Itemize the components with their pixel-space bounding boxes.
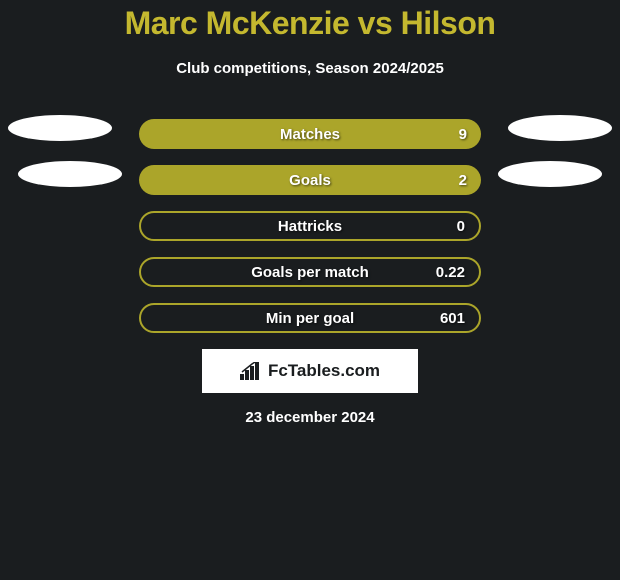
stat-label: Min per goal: [266, 310, 354, 327]
bar-chart-icon: [240, 362, 262, 380]
stat-bar-goals: Goals 2: [139, 165, 481, 195]
stat-bar-goals-per-match: Goals per match 0.22: [139, 257, 481, 287]
stat-label: Matches: [280, 126, 340, 143]
stat-bars: Matches 9 Goals 2 Hattricks 0 Goals per …: [139, 119, 481, 333]
comparison-card: Marc McKenzie vs Hilson Club competition…: [0, 0, 620, 426]
stat-bar-matches: Matches 9: [139, 119, 481, 149]
player-left-avatar-2: [18, 161, 122, 187]
stat-label: Hattricks: [278, 218, 342, 235]
stat-label: Goals: [289, 172, 331, 189]
stat-value: 9: [459, 126, 467, 143]
comparison-subtitle: Club competitions, Season 2024/2025: [0, 60, 620, 77]
stat-value: 0: [457, 218, 465, 235]
comparison-title: Marc McKenzie vs Hilson: [0, 5, 620, 42]
stat-bar-hattricks: Hattricks 0: [139, 211, 481, 241]
logo-box: FcTables.com: [202, 349, 418, 393]
player-right-avatar-1: [508, 115, 612, 141]
stat-bar-min-per-goal: Min per goal 601: [139, 303, 481, 333]
stat-value: 601: [440, 310, 465, 327]
date-text: 23 december 2024: [10, 409, 610, 426]
chart-area: Matches 9 Goals 2 Hattricks 0 Goals per …: [0, 119, 620, 426]
stat-label: Goals per match: [251, 264, 369, 281]
logo-text: FcTables.com: [268, 361, 380, 381]
player-left-avatar-1: [8, 115, 112, 141]
stat-value: 0.22: [436, 264, 465, 281]
stat-value: 2: [459, 172, 467, 189]
player-right-avatar-2: [498, 161, 602, 187]
